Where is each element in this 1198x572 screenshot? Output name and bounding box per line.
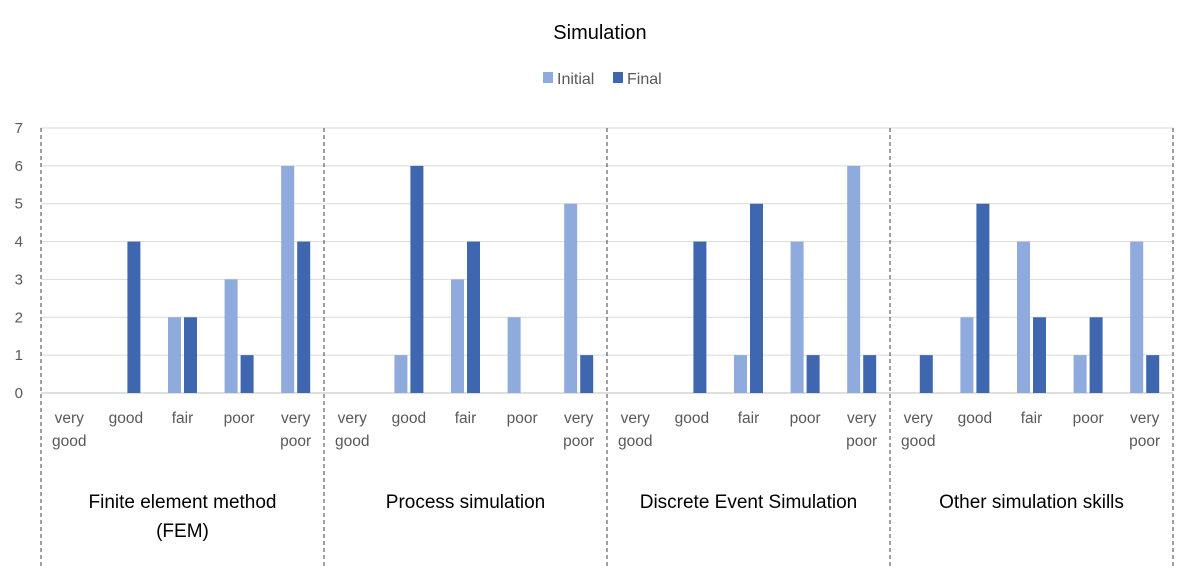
- y-tick-label: 4: [15, 234, 23, 251]
- bar-initial: [960, 317, 974, 393]
- bar-initial: [281, 165, 295, 393]
- bar-final: [410, 165, 424, 393]
- bar-initial: [394, 355, 408, 393]
- group-label: Process simulation: [386, 492, 545, 513]
- category-label: very poor: [563, 410, 594, 450]
- category-label: very good: [618, 410, 652, 450]
- category-label: good: [109, 410, 143, 427]
- x-axis: very good good fair poor very poor Finite eleme…: [52, 410, 1160, 542]
- y-tick-label: 6: [15, 158, 23, 175]
- y-tick-label: 1: [15, 347, 23, 364]
- bar-final: [297, 241, 311, 393]
- bar-initial: [1017, 241, 1030, 393]
- category-label: very good: [335, 410, 369, 450]
- category-label: very poor: [280, 410, 311, 450]
- y-tick-label: 2: [15, 309, 23, 326]
- group-label: Discrete Event Simulation: [640, 492, 858, 513]
- y-tick-label: 5: [15, 196, 23, 213]
- legend-label-final: Final: [627, 71, 662, 88]
- bar-initial: [734, 355, 747, 393]
- bar-final: [693, 241, 707, 393]
- category-label: poor: [224, 410, 255, 427]
- y-axis: 0 1 2 3 4 5 6 7: [15, 120, 23, 402]
- bar-final: [240, 355, 254, 393]
- legend-swatch-initial: [543, 72, 553, 83]
- bar-final: [750, 203, 763, 393]
- y-tick-label: 7: [15, 120, 23, 137]
- group-label: Finite element method (FEM): [89, 492, 277, 542]
- bar-final: [806, 355, 820, 393]
- group-label: Other simulation skills: [939, 492, 1124, 513]
- y-tick-label: 0: [15, 385, 23, 402]
- category-label: fair: [1021, 410, 1043, 427]
- category-label: very poor: [1129, 410, 1160, 450]
- bar-initial: [224, 279, 238, 393]
- category-label: fair: [455, 410, 477, 427]
- category-label: very poor: [846, 410, 877, 450]
- y-tick-label: 3: [15, 271, 23, 288]
- category-label: poor: [790, 410, 821, 427]
- bar-initial: [564, 203, 578, 393]
- bar-final: [919, 355, 933, 393]
- bar-final: [580, 355, 594, 393]
- category-label: fair: [172, 410, 194, 427]
- category-label: good: [392, 410, 426, 427]
- bar-final: [1089, 317, 1103, 393]
- legend-label-initial: Initial: [557, 71, 594, 88]
- bar-final: [1033, 317, 1046, 393]
- category-label: good: [675, 410, 709, 427]
- category-label: fair: [738, 410, 760, 427]
- category-label: very good: [901, 410, 935, 450]
- bars: [127, 165, 1160, 393]
- category-label: poor: [1073, 410, 1104, 427]
- bar-initial: [790, 241, 804, 393]
- legend: Initial Final: [543, 71, 662, 88]
- bar-final: [1146, 355, 1160, 393]
- bar-final: [184, 317, 197, 393]
- category-label: very good: [52, 410, 86, 450]
- bar-initial: [507, 317, 521, 393]
- bar-initial: [168, 317, 181, 393]
- bar-initial: [1073, 355, 1087, 393]
- chart-title: Simulation: [553, 22, 646, 44]
- category-label: good: [958, 410, 992, 427]
- bar-initial: [451, 279, 464, 393]
- category-label: poor: [507, 410, 538, 427]
- bar-initial: [1130, 241, 1144, 393]
- bar-final: [863, 355, 877, 393]
- bar-initial: [847, 165, 861, 393]
- bar-final: [127, 241, 141, 393]
- bar-final: [976, 203, 990, 393]
- legend-swatch-final: [613, 72, 623, 83]
- bar-final: [467, 241, 480, 393]
